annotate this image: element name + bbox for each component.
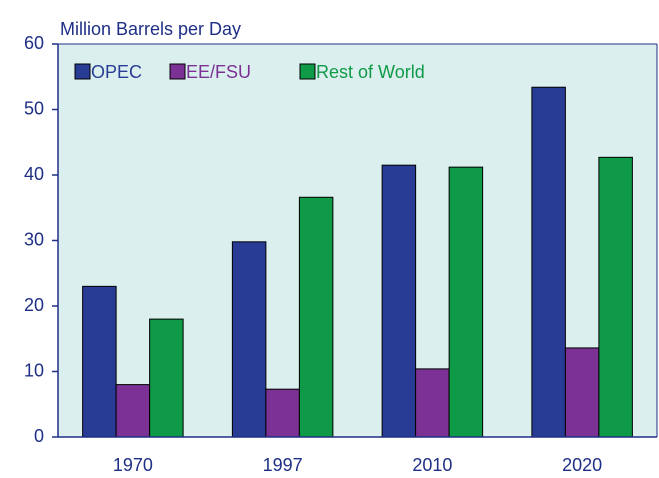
y-tick-label: 60	[24, 33, 44, 53]
bar	[298, 196, 334, 438]
y-tick-label: 20	[24, 295, 44, 315]
bar	[564, 347, 600, 438]
legend-swatch	[74, 63, 91, 80]
bar	[231, 241, 267, 438]
y-tick-label: 10	[24, 360, 44, 380]
bar	[531, 86, 566, 438]
bar	[448, 166, 484, 438]
bar	[415, 368, 450, 438]
bar	[115, 384, 151, 438]
y-tick-label: 30	[24, 229, 44, 249]
y-tick-label: 50	[24, 98, 44, 118]
y-axis-label: Million Barrels per Day	[60, 19, 241, 39]
bar	[381, 164, 417, 438]
x-tick-label: 2020	[562, 455, 602, 475]
bar	[82, 285, 117, 438]
legend-swatch	[299, 63, 316, 80]
bar	[265, 388, 300, 438]
y-tick-label: 0	[34, 426, 44, 446]
bar	[598, 156, 633, 438]
x-tick-label: 1997	[263, 455, 303, 475]
bar	[149, 318, 184, 438]
x-tick-label: 1970	[113, 455, 153, 475]
legend-label: EE/FSU	[186, 62, 251, 82]
legend-swatch	[169, 63, 186, 80]
legend-label: Rest of World	[316, 62, 425, 82]
legend-label: OPEC	[91, 62, 142, 82]
y-tick-label: 40	[24, 164, 44, 184]
x-tick-label: 2010	[412, 455, 452, 475]
